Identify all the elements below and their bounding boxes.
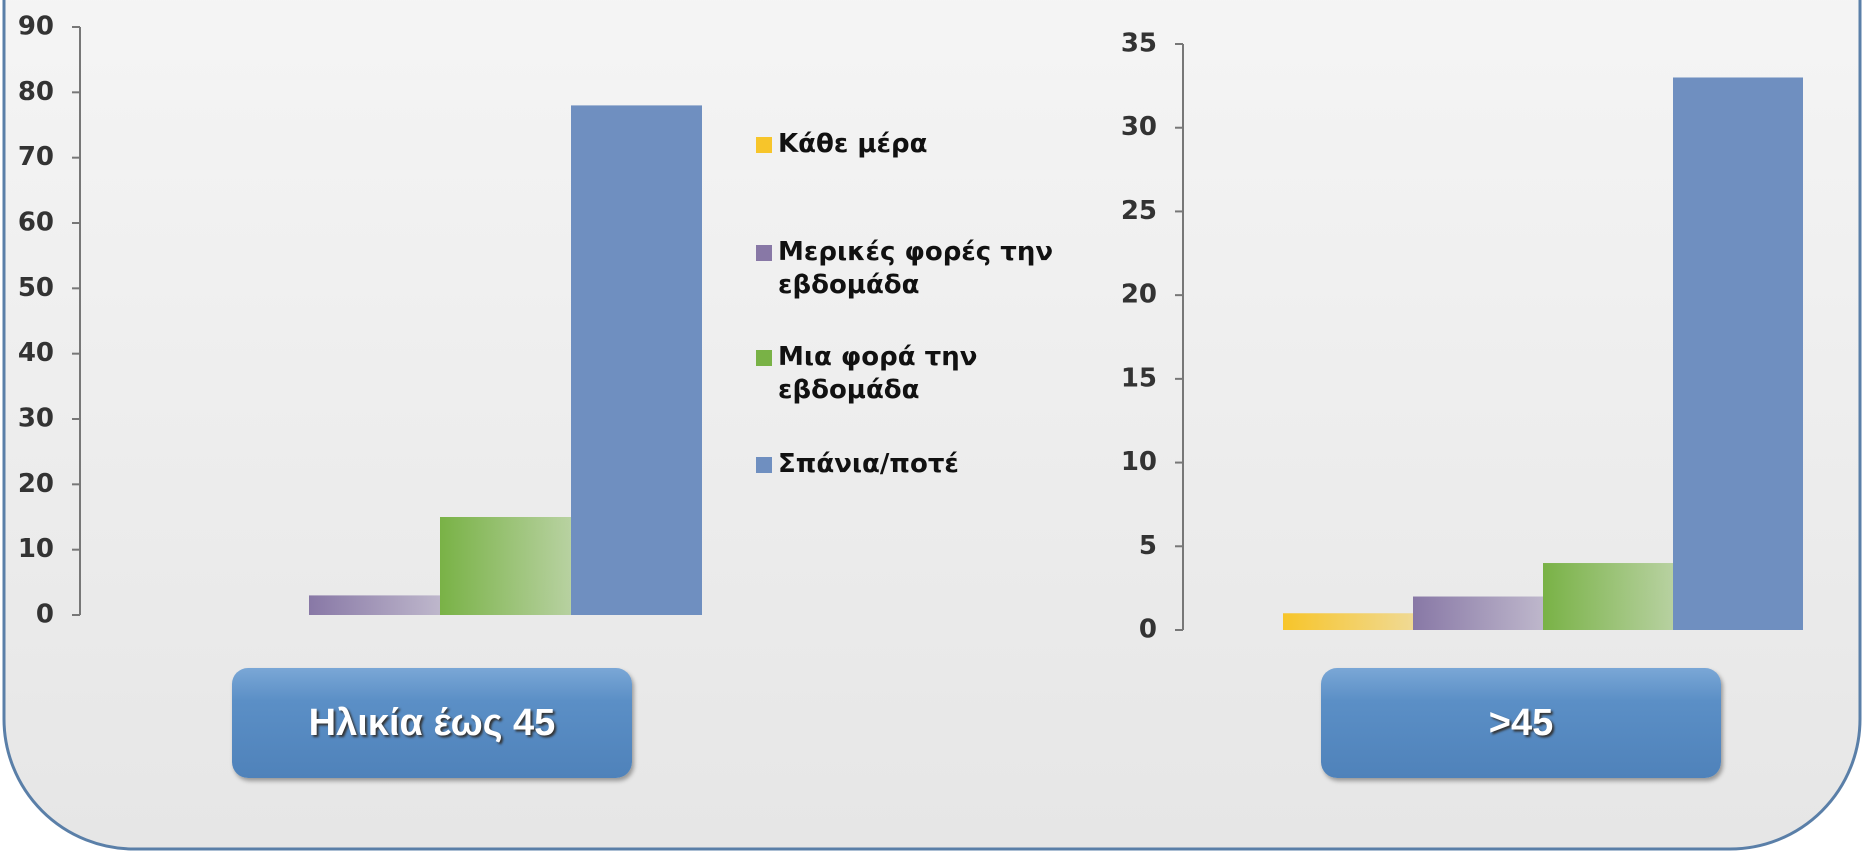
y-tick-label: 35 xyxy=(1121,29,1157,59)
legend-item: Κάθε μέρα xyxy=(756,128,1086,161)
legend-label: Μερικές φορές την εβδομάδα xyxy=(778,237,1054,300)
y-tick-label: 0 xyxy=(36,600,54,630)
legend-label: Σπάνια/ποτέ xyxy=(778,449,959,479)
bar xyxy=(1543,563,1673,630)
legend-item: Μια φορά την εβδομάδα xyxy=(756,341,1086,407)
legend-swatch xyxy=(756,137,772,153)
y-tick-label: 0 xyxy=(1139,615,1157,645)
bar xyxy=(1283,613,1413,630)
legend-label: Κάθε μέρα xyxy=(778,129,928,159)
y-tick-label: 80 xyxy=(18,77,54,107)
y-tick-label: 10 xyxy=(18,534,54,564)
y-tick-label: 90 xyxy=(18,12,54,42)
bar xyxy=(440,517,571,615)
bar xyxy=(1673,77,1803,630)
legend-swatch xyxy=(756,457,772,473)
legend-item: Σπάνια/ποτέ xyxy=(756,448,1086,481)
legend-swatch xyxy=(756,350,772,366)
bar xyxy=(309,595,440,615)
bar xyxy=(571,105,702,616)
y-tick-label: 5 xyxy=(1139,531,1157,561)
y-tick-label: 70 xyxy=(18,142,54,172)
y-tick-label: 25 xyxy=(1121,196,1157,226)
legend-swatch xyxy=(756,245,772,261)
y-tick-label: 30 xyxy=(18,404,54,434)
category-label: Ηλικία έως 45 xyxy=(232,668,632,778)
y-tick-label: 20 xyxy=(18,469,54,499)
y-tick-label: 50 xyxy=(18,273,54,303)
legend-label: Μια φορά την εβδομάδα xyxy=(778,342,978,405)
y-tick-label: 40 xyxy=(18,338,54,368)
y-tick-label: 30 xyxy=(1121,112,1157,142)
category-label: >45 xyxy=(1321,668,1721,778)
y-tick-label: 60 xyxy=(18,208,54,238)
bar xyxy=(1413,596,1543,630)
y-tick-label: 10 xyxy=(1121,447,1157,477)
y-tick-label: 20 xyxy=(1121,280,1157,310)
legend-item: Μερικές φορές την εβδομάδα xyxy=(756,236,1086,302)
y-tick-label: 15 xyxy=(1121,363,1157,393)
